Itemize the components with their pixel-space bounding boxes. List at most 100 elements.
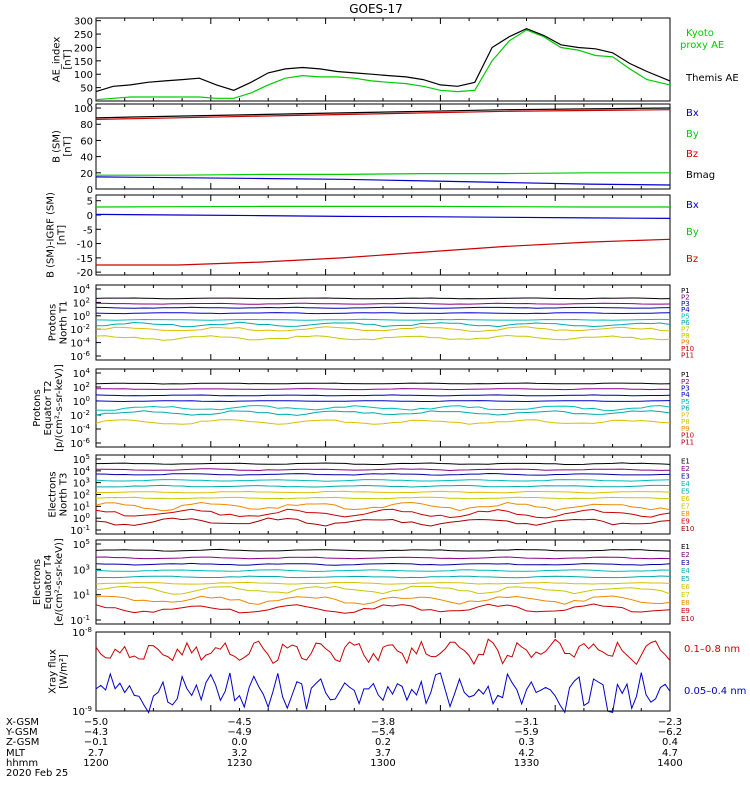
footer-value: −5.4 [371,727,395,738]
legend-themis-ae: Themis AE [685,73,739,84]
flux-channel-2 [95,302,671,305]
legend-p4: P4 [681,306,690,314]
flux-channel-7 [95,496,671,500]
flux-channel-5 [95,405,671,412]
y-tick-label: 101 [73,589,90,602]
flux-channel-6 [95,410,671,416]
y-tick-label: 200 [74,43,93,54]
footer-value: −4.3 [84,727,108,738]
series-bz [96,238,671,266]
flux-channel-4 [95,569,671,573]
y-axis-label: ElectronsNorth T3 [48,471,70,517]
flux-channel-1 [95,462,671,465]
y-tick-label: -15 [77,254,93,265]
y-tick-label: 10-4 [70,423,90,436]
y-tick-label: 102 [73,381,90,394]
y-tick-label: 105 [73,453,90,466]
footer-value: −4.5 [227,717,251,728]
legend-p3: P3 [681,384,690,392]
flux-channel-4 [95,479,671,482]
flux-channel-2 [95,556,671,560]
legend-p8: P8 [681,418,690,426]
legend-p2: P2 [681,293,690,301]
flux-channel-1 [95,297,671,300]
legend-e1: E1 [681,458,690,466]
legend-p6: P6 [681,319,690,327]
y-tick-label: 101 [73,500,90,513]
plot-frame [95,539,671,625]
y-tick-label: -20 [77,268,93,279]
series-bx [95,176,671,186]
y-axis-label: B (SM)-IGRF (SM)[nT] [46,192,68,278]
y-tick-label: 0 [87,211,93,222]
y-axis-label: ProtonsEquator T2[p/(cm²-s-sr-keV)] [32,364,65,452]
footer-value: −2.3 [658,717,682,728]
plot-frame [95,17,671,102]
footer-value: −5.9 [514,727,538,738]
footer-value: 3.2 [232,748,248,759]
y-tick-label: 10-1 [70,524,90,537]
y-tick-label: 100 [74,70,93,81]
y-tick-label: -10 [77,240,93,251]
legend-p7: P7 [681,411,690,419]
series-bmag [95,107,671,119]
y-tick-label: 104 [73,465,91,478]
flux-channel-2 [96,388,671,391]
y-tick-label: 102 [73,489,90,502]
y-axis-label: B (SM)[nT] [52,130,74,163]
legend-p2: P2 [681,378,690,386]
y-tick-label: 250 [74,30,93,41]
footer-row-label: Y-GSM [5,727,38,738]
flux-channel-3 [95,472,671,476]
footer-value: −3.8 [371,717,395,728]
legend-e8: E8 [681,510,690,518]
y-tick-label: 100 [73,512,90,525]
legend-e9: E9 [681,518,690,526]
legend-p5: P5 [681,313,690,321]
y-tick-label: 20 [80,169,93,180]
footer-value: −6.2 [658,727,682,738]
legend-e2: E2 [681,551,690,559]
y-tick-label: 150 [74,57,93,68]
footer-value: −4.9 [227,727,251,738]
y-tick-label: 300 [74,17,93,28]
flux-channel-3 [95,306,671,309]
legend-bx: Bx [686,108,699,119]
legend-e3: E3 [681,473,690,481]
footer-value: 0.3 [519,737,535,748]
y-tick-label: 103 [73,477,90,490]
legend-p1: P1 [681,371,690,379]
series-by [95,205,670,208]
y-tick-label: 100 [74,104,93,115]
footer-value: 3.7 [375,748,391,759]
panel-b-sm: 0 20 40 60 80 100 B (SM)[nT] Bx By Bz Bmag [52,103,715,196]
flux-channel-6 [95,490,671,494]
footer-value: 4.2 [519,748,535,759]
legend-e8: E8 [681,599,690,607]
legend-e4: E4 [681,567,690,575]
y-tick-label: 100 [73,310,90,323]
flux-channel-2 [96,468,671,472]
flux-channel-3 [95,394,671,397]
footer-value: 1300 [370,758,395,769]
series-kyoto-proxy-ae [95,29,671,101]
legend-p9: P9 [681,339,690,347]
y-axis-label: ProtonsNorth T1 [48,301,70,345]
legend-p7: P7 [681,326,690,334]
flux-channel-7 [95,419,671,425]
footer-value: −3.1 [514,717,538,728]
footer-value: 1400 [657,758,682,769]
y-tick-label: 100 [73,395,90,408]
legend-e7: E7 [681,503,690,511]
legend-e9: E9 [681,607,690,615]
flux-channel-8 [95,334,671,341]
y-tick-label: 10-6 [70,350,90,363]
series-by [96,172,670,176]
legend-p3: P3 [681,300,690,308]
